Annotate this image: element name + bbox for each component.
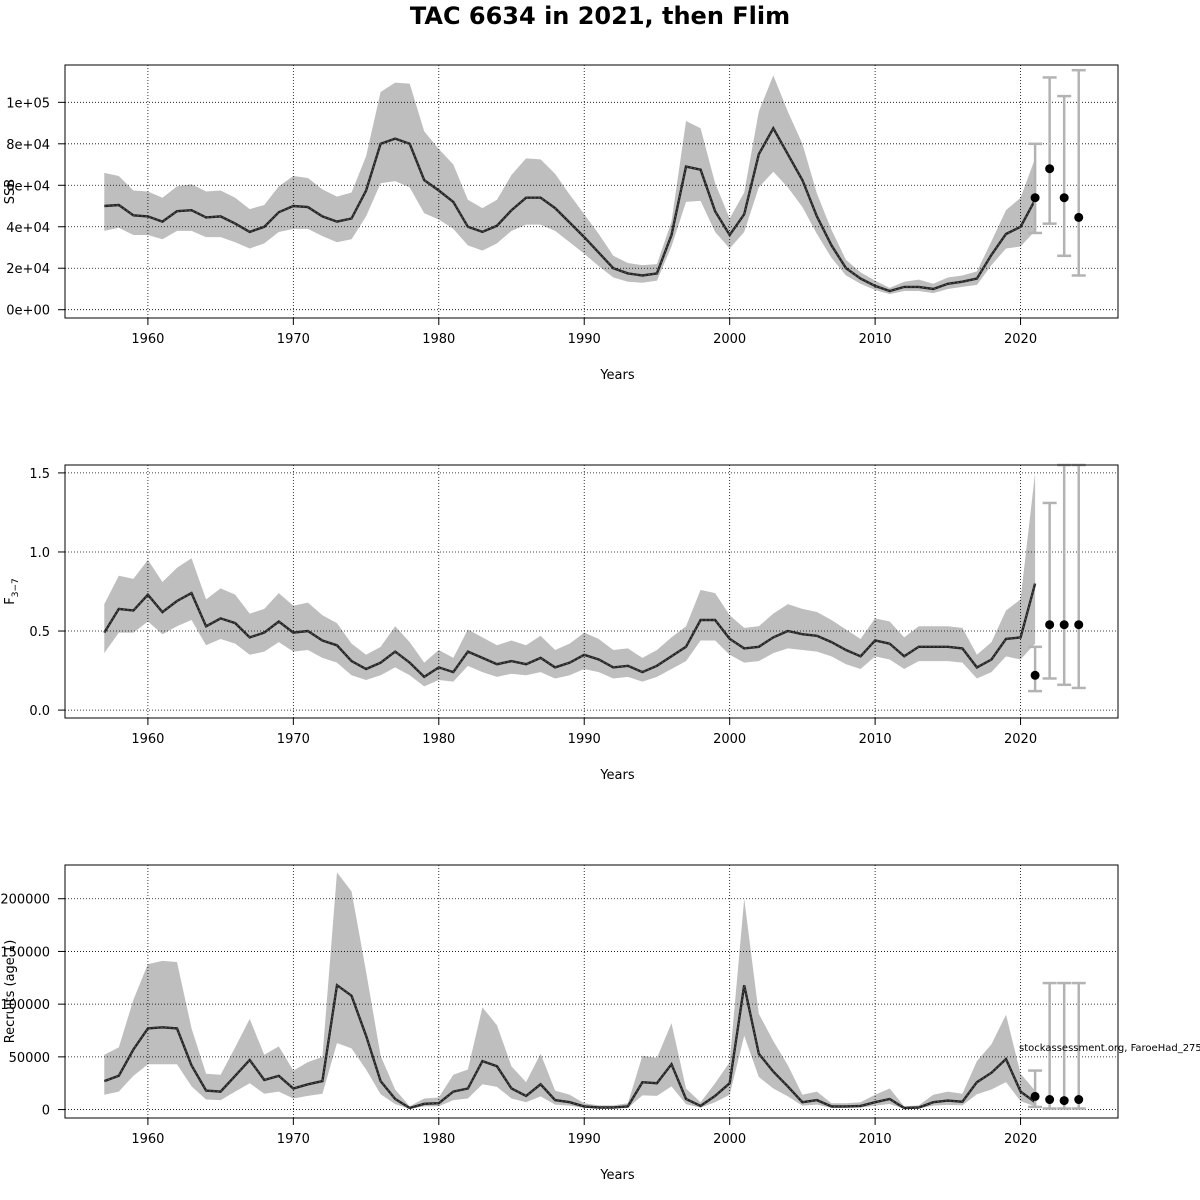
ssb-confidence-band [104, 75, 1036, 295]
recruits-x-tick-label: 1960 [131, 1132, 164, 1147]
ssb-y-tick-label: 4e+04 [6, 221, 50, 236]
ssb-x-tick-label: 1980 [422, 332, 455, 347]
recruits-y-tick-label: 100000 [0, 998, 50, 1013]
ssb-forecast-point [1045, 164, 1055, 174]
ssb-forecast-point [1030, 193, 1040, 203]
f-forecast-point [1045, 620, 1055, 630]
chart-title: TAC 6634 in 2021, then Flim [410, 2, 790, 30]
recruits-x-tick-label: 1970 [277, 1132, 310, 1147]
ssb-y-tick-label: 8e+04 [6, 138, 50, 153]
f-x-tick-label: 2000 [713, 732, 746, 747]
panels: 1960 1970 1980 1990 2000 2010 2020 0e+00 2e+04 4e… [0, 64, 1119, 1183]
ssb-y-tick-label: 1e+05 [6, 96, 50, 111]
ssb-y-tick-label: 6e+04 [6, 179, 50, 194]
recruits-x-axis-label: Years [599, 1168, 635, 1183]
f-x-tick-label: 1960 [131, 732, 164, 747]
recruits-forecast-point [1059, 1096, 1069, 1106]
f-y-axis-label-sub: 3−7 [11, 578, 21, 597]
f-y-tick-label: 1.5 [29, 467, 50, 482]
recruits-x-tick-label: 1990 [568, 1132, 601, 1147]
recruits-y-tick-label: 0 [42, 1104, 50, 1119]
recruits-forecast-point [1030, 1091, 1040, 1101]
f-forecast-point [1030, 670, 1040, 680]
f-y-axis-label-main: F [3, 597, 18, 604]
f-x-tick-label: 2020 [1004, 732, 1037, 747]
ssb-x-tick-label: 2020 [1004, 332, 1037, 347]
recruits-plot-frame [64, 864, 1119, 1119]
f-x-axis-label: Years [599, 768, 635, 783]
ssb-y-axis-label: SSB [3, 179, 18, 204]
ssb-plot-frame [64, 64, 1119, 319]
ssb-x-tick-label: 1990 [568, 332, 601, 347]
recruits-x-tick-label: 2000 [713, 1132, 746, 1147]
ssb-x-tick-label: 1970 [277, 332, 310, 347]
ssb-x-tick-label: 1960 [131, 332, 164, 347]
ssb-x-tick-label: 2000 [713, 332, 746, 347]
recruits-x-tick-label: 2020 [1004, 1132, 1037, 1147]
ssb-forecast-point [1074, 212, 1084, 222]
ssb-x-axis-label: Years [599, 368, 635, 383]
ssb-y-tick-label: 2e+04 [6, 262, 50, 277]
recruits-x-tick-label: 1980 [422, 1132, 455, 1147]
ssb-forecast-point [1059, 193, 1069, 203]
f-y-tick-label: 1.0 [29, 546, 50, 561]
f-x-tick-label: 1970 [277, 732, 310, 747]
recruits-confidence-band [104, 872, 1036, 1109]
recruits-y-axis-label: Recruits (age 1) [3, 940, 18, 1044]
f-x-tick-label: 2010 [859, 732, 892, 747]
recruits-y-tick-label: 200000 [0, 893, 50, 908]
f-confidence-band [104, 472, 1036, 687]
f-forecast-point [1074, 620, 1084, 630]
recruits-y-tick-label: 150000 [0, 945, 50, 960]
credit-text: stockassessment.org, FaroeHad_275 [1019, 1043, 1200, 1054]
recruits-estimate-dots [104, 984, 1036, 1109]
f-estimate-dots [103, 583, 1036, 678]
f-panel: 1960 1970 1980 1990 2000 2010 2020 0.0 0.5 1.0 1.5… [3, 463, 1119, 783]
recruits-x-tick-label: 2010 [859, 1132, 892, 1147]
ssb-x-tick-label: 2010 [859, 332, 892, 347]
f-x-tick-label: 1980 [422, 732, 455, 747]
recruits-panel: 1960 1970 1980 1990 2000 2010 2020 0 50000 100000… [0, 864, 1119, 1183]
recruits-y-tick-label: 50000 [9, 1051, 50, 1066]
ssb-panel: 1960 1970 1980 1990 2000 2010 2020 0e+00 2e+04 4e… [3, 64, 1119, 383]
f-y-tick-label: 0.5 [29, 625, 50, 640]
recruits-forecast-point [1045, 1095, 1055, 1105]
f-forecast-point [1059, 620, 1069, 630]
f-plot-frame [64, 464, 1119, 719]
ssb-y-tick-label: 0e+00 [6, 304, 50, 319]
ssb-estimate-dots [104, 127, 1036, 292]
f-y-axis-label: F3−7 [3, 578, 21, 604]
f-x-tick-label: 1990 [568, 732, 601, 747]
recruits-forecast-point [1074, 1095, 1084, 1105]
f-y-tick-label: 0.0 [29, 704, 50, 719]
